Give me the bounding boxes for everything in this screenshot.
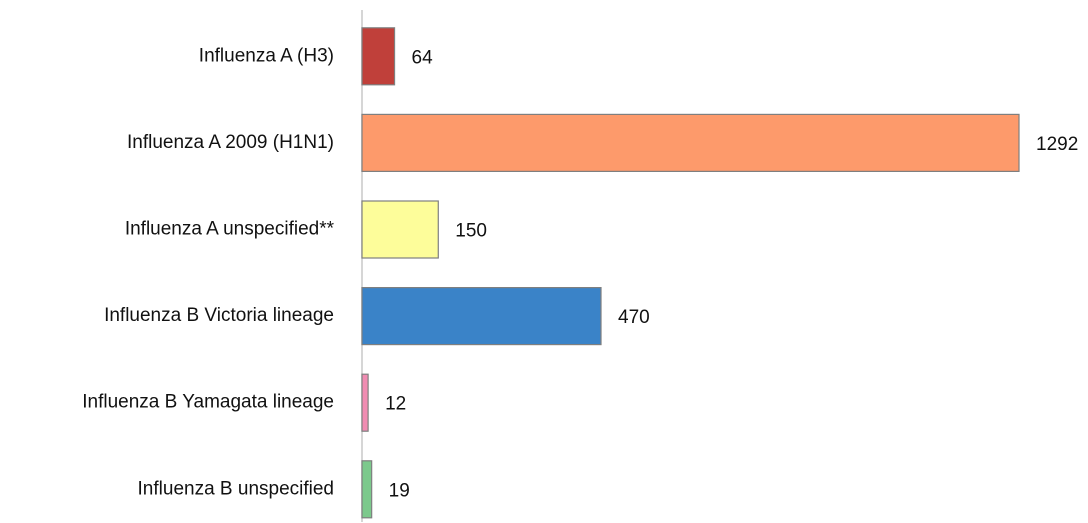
category-label: Influenza A unspecified** <box>125 219 335 240</box>
value-label: 19 <box>389 480 410 501</box>
category-label: Influenza A (H3) <box>199 45 334 66</box>
bar <box>361 287 602 346</box>
category-label: Influenza B Yamagata lineage <box>82 392 334 413</box>
category-label: Influenza B unspecified <box>138 478 334 499</box>
value-label: 150 <box>455 221 487 242</box>
bar <box>361 460 373 519</box>
category-label: Influenza B Victoria lineage <box>104 305 334 326</box>
value-label: 1292 <box>1036 134 1078 155</box>
bar <box>361 27 396 86</box>
bar <box>361 113 1020 173</box>
bar <box>361 373 369 432</box>
category-label: Influenza A 2009 (H1N1) <box>127 132 334 153</box>
value-label: 470 <box>618 307 650 328</box>
bar <box>361 200 439 259</box>
value-label: 12 <box>385 394 406 415</box>
value-label: 64 <box>412 47 434 68</box>
